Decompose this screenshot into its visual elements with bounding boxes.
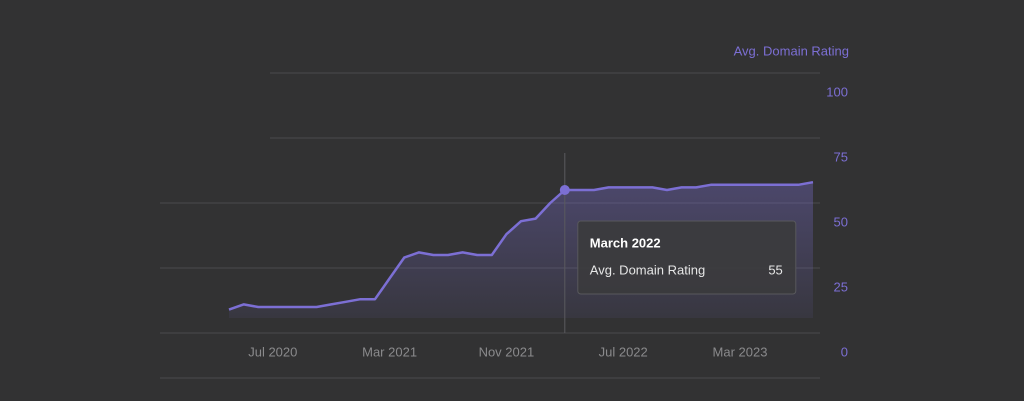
x-tick-label: Jul 2022 <box>599 344 648 359</box>
x-tick-label: Nov 2021 <box>479 344 535 359</box>
tooltip-value: 55 <box>768 262 782 277</box>
y-tick-label: 100 <box>826 84 848 99</box>
tooltip: March 2022 Avg. Domain Rating 55 <box>577 220 797 295</box>
y-tick-label: 25 <box>834 279 848 294</box>
point <box>559 185 570 195</box>
tooltip-box <box>577 220 797 295</box>
y-tick-label: 50 <box>834 214 848 229</box>
x-tick-label: Mar 2023 <box>713 344 768 359</box>
line <box>228 180 814 311</box>
tooltip-title: March 2022 <box>590 235 661 250</box>
axis-title: Avg. Domain Rating <box>734 43 849 58</box>
x-tick-label: Mar 2021 <box>362 344 417 359</box>
y-tick-label: 75 <box>834 149 848 164</box>
x-tick-label: Jul 2020 <box>248 344 297 359</box>
y-tick-label: 0 <box>841 344 848 359</box>
tooltip-label: Avg. Domain Rating <box>590 262 705 277</box>
